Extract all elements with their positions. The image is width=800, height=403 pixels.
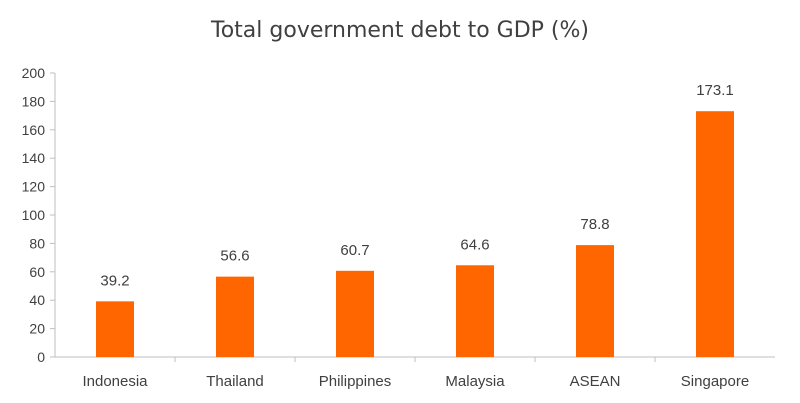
bars-group xyxy=(96,111,734,357)
chart-title: Total government debt to GDP (%) xyxy=(211,18,589,43)
bar-malaysia xyxy=(456,265,494,357)
bar-asean xyxy=(576,245,614,357)
data-label: 39.2 xyxy=(100,272,129,289)
data-label: 78.8 xyxy=(580,216,609,233)
y-tick-label: 180 xyxy=(22,93,46,109)
data-label: 56.6 xyxy=(220,248,249,265)
y-tick-label: 80 xyxy=(29,235,45,251)
y-tick-label: 60 xyxy=(29,264,45,280)
data-label: 60.7 xyxy=(340,242,369,259)
y-tick-label: 200 xyxy=(22,65,46,81)
x-tick-label: Singapore xyxy=(681,373,749,390)
y-tick-label: 100 xyxy=(22,207,46,223)
bar-thailand xyxy=(216,276,254,357)
x-tick-label: ASEAN xyxy=(570,373,621,390)
x-axis: Indonesia Thailand Philippines Malaysia ASEA… xyxy=(55,356,775,390)
y-tick-label: 120 xyxy=(22,179,46,195)
x-tick-label: Thailand xyxy=(206,373,264,390)
y-axis: 0 20 40 60 80 100 120 140 160 180 200 xyxy=(22,65,56,365)
y-tick-label: 20 xyxy=(29,321,45,337)
x-tick-label: Indonesia xyxy=(82,373,148,390)
bar-indonesia xyxy=(96,301,134,357)
y-tick-label: 160 xyxy=(22,122,46,138)
y-tick-label: 140 xyxy=(22,150,46,166)
data-label: 64.6 xyxy=(460,236,489,253)
bar-singapore xyxy=(696,111,734,357)
x-tick-label: Philippines xyxy=(319,373,392,390)
bar-philippines xyxy=(336,270,374,357)
y-tick-label: 40 xyxy=(29,292,45,308)
data-labels-group: 39.2 56.6 60.7 64.6 78.8 173.1 xyxy=(100,82,733,289)
y-tick-label: 0 xyxy=(37,349,45,365)
data-label: 173.1 xyxy=(696,82,734,99)
x-tick-label: Malaysia xyxy=(445,373,505,390)
